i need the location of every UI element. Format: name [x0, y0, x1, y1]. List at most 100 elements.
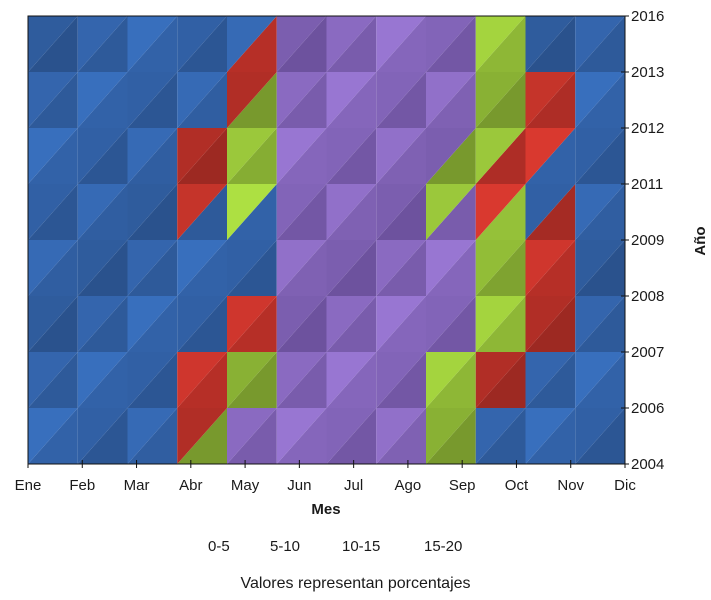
- heatmap-cell: [326, 72, 377, 128]
- heatmap-cell-upper: [525, 408, 576, 464]
- heatmap-cell: [77, 184, 128, 240]
- y-tick-label: 2013: [631, 64, 664, 81]
- heatmap-cell: [326, 240, 377, 296]
- heatmap-cell: [276, 408, 327, 464]
- heatmap-cell: [127, 16, 178, 72]
- heatmap-cell-upper: [77, 184, 128, 240]
- heatmap-cell: [227, 240, 277, 296]
- x-axis: Ene Feb Mar Abr May Jun Jul Ago Sep Oct Nov Dic: [15, 460, 636, 494]
- heatmap-cell: [127, 72, 178, 128]
- heatmap-cell-upper: [575, 72, 625, 128]
- heatmap-cell-upper: [227, 408, 277, 464]
- heatmap-cell-upper: [326, 72, 377, 128]
- heatmap-cell-upper: [376, 16, 426, 72]
- legend-item-5-10: 5-10: [270, 538, 300, 555]
- heatmap-cell: [525, 184, 576, 240]
- heatmap-cell-upper: [376, 296, 426, 352]
- heatmap-cell-upper: [177, 16, 227, 72]
- heatmap-cell: [227, 408, 277, 464]
- heatmap-cell: [28, 296, 78, 352]
- heatmap-cell-upper: [127, 296, 178, 352]
- heatmap-cell: [525, 408, 576, 464]
- heatmap-cell-upper: [326, 184, 377, 240]
- legend-item-10-15: 10-15: [342, 538, 380, 555]
- heatmap-cell-upper: [575, 128, 625, 184]
- heatmap-cell-upper: [525, 240, 576, 296]
- heatmap-cell-upper: [475, 72, 526, 128]
- heatmap-cell: [475, 184, 526, 240]
- heatmap-cell: [276, 72, 327, 128]
- heatmap-cell: [426, 352, 476, 408]
- heatmap-cell: [426, 128, 476, 184]
- y-tick-label: 2004: [631, 456, 664, 473]
- heatmap-cell-upper: [77, 72, 128, 128]
- legend: 0-5 5-10 10-15 15-20: [0, 538, 711, 562]
- y-tick-label: 2012: [631, 120, 664, 137]
- heatmap-cell-upper: [127, 184, 178, 240]
- heatmap-cell: [575, 296, 625, 352]
- heatmap-cell: [475, 240, 526, 296]
- heatmap-cell: [276, 128, 327, 184]
- heatmap-cell: [525, 296, 576, 352]
- heatmap-cell-upper: [276, 16, 327, 72]
- heatmap-cell-upper: [326, 128, 377, 184]
- heatmap-cell: [227, 72, 277, 128]
- heatmap-cell: [376, 408, 426, 464]
- heatmap-cell: [376, 352, 426, 408]
- heatmap-cell: [77, 128, 128, 184]
- heatmap-cell-upper: [177, 72, 227, 128]
- heatmap-cell: [227, 184, 277, 240]
- heatmap-cell-upper: [475, 352, 526, 408]
- heatmap-cell-upper: [77, 408, 128, 464]
- heatmap-cell: [426, 240, 476, 296]
- heatmap-cell-upper: [376, 408, 426, 464]
- heatmap-cell-upper: [525, 352, 576, 408]
- heatmap-cell-upper: [127, 72, 178, 128]
- heatmap-cell-upper: [475, 128, 526, 184]
- heatmap-cell: [127, 408, 178, 464]
- heatmap-cell-upper: [326, 296, 377, 352]
- heatmap-cell-upper: [426, 408, 476, 464]
- heatmap-cell-upper: [426, 72, 476, 128]
- heatmap-cell: [525, 72, 576, 128]
- heatmap-cell-upper: [276, 352, 327, 408]
- heatmap-cell: [525, 16, 576, 72]
- heatmap-cell-upper: [326, 408, 377, 464]
- y-tick-label: 2007: [631, 344, 664, 361]
- x-tick-label: Mar: [124, 477, 150, 494]
- heatmap-cell-upper: [575, 408, 625, 464]
- heatmap-cell: [326, 16, 377, 72]
- heatmap-cell: [227, 352, 277, 408]
- heatmap-cell: [227, 296, 277, 352]
- y-axis-title: Año: [692, 226, 709, 255]
- heatmap-cell: [177, 184, 227, 240]
- heatmap-cell: [376, 296, 426, 352]
- heatmap-cell: [127, 352, 178, 408]
- heatmap-cell-upper: [177, 128, 227, 184]
- heatmap-cell: [177, 240, 227, 296]
- heatmap-cell: [28, 240, 78, 296]
- y-tick-label: 2016: [631, 8, 664, 25]
- heatmap-cell: [276, 240, 327, 296]
- heatmap-cell-upper: [326, 16, 377, 72]
- heatmap-cell: [475, 296, 526, 352]
- heatmap-cell: [28, 128, 78, 184]
- heatmap-cell: [525, 240, 576, 296]
- heatmap-cell: [326, 184, 377, 240]
- heatmap-cell: [575, 184, 625, 240]
- heatmap-cell-upper: [77, 240, 128, 296]
- heatmap-cell: [575, 128, 625, 184]
- heatmap-cell-upper: [575, 184, 625, 240]
- heatmap-cell-upper: [127, 240, 178, 296]
- heatmap-cell-upper: [426, 16, 476, 72]
- heatmap-cell: [475, 352, 526, 408]
- heatmap-cell: [575, 72, 625, 128]
- heatmap-cell-upper: [575, 16, 625, 72]
- heatmap-cell: [77, 408, 128, 464]
- heatmap-cell-upper: [376, 128, 426, 184]
- heatmap-cell-upper: [127, 408, 178, 464]
- heatmap-cell: [177, 408, 227, 464]
- heatmap-cell-upper: [28, 72, 78, 128]
- heatmap-cells: [28, 16, 625, 464]
- heatmap-cell-upper: [28, 352, 78, 408]
